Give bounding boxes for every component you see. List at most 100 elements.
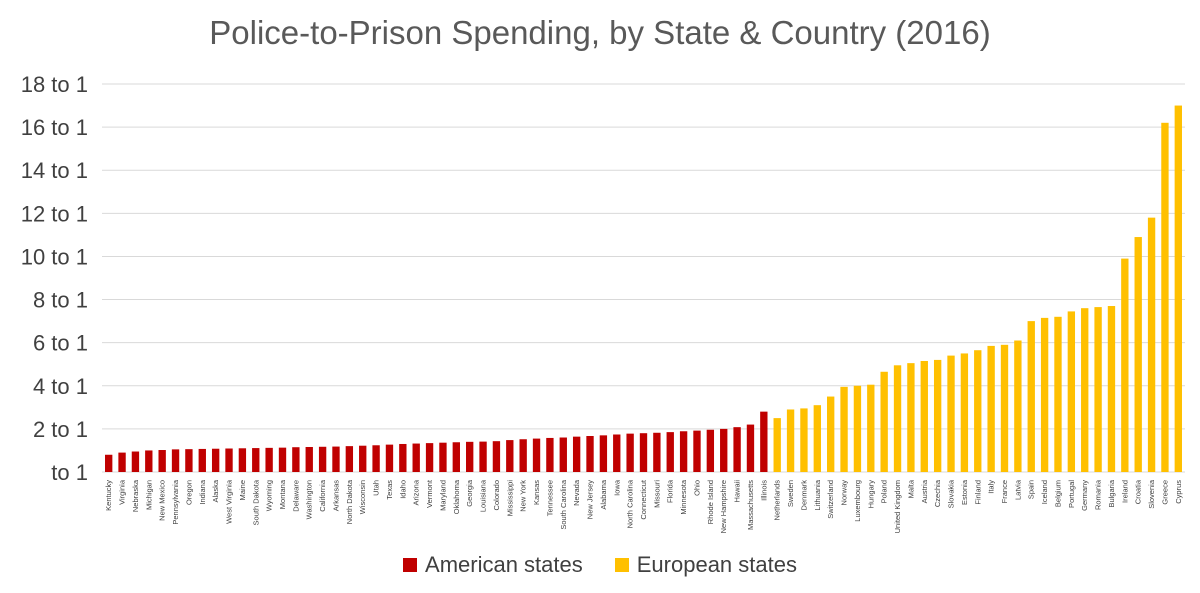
chart-title: Police-to-Prison Spending, by State & Co… xyxy=(209,14,991,51)
bar-norway xyxy=(840,386,848,472)
bar-lithuania xyxy=(813,405,821,472)
x-tick-label: Hawaii xyxy=(733,480,742,503)
legend-item-european: European states xyxy=(614,552,797,578)
x-tick-label: Pennsylvania xyxy=(171,479,180,524)
bar-illinois xyxy=(760,411,768,472)
bar-slovakia xyxy=(947,355,955,472)
y-tick-label: 8 to 1 xyxy=(33,288,88,313)
bar-hawaii xyxy=(733,427,741,472)
x-tick-label: Maryland xyxy=(438,480,447,511)
x-tick-label: Croatia xyxy=(1134,479,1143,504)
bar-south-dakota xyxy=(252,448,260,472)
x-tick-label: Bulgaria xyxy=(1107,479,1116,507)
y-tick-label: 2 to 1 xyxy=(33,417,88,442)
x-tick-label: Virginia xyxy=(118,479,127,505)
bar-north-carolina xyxy=(626,433,634,472)
x-tick-label: Hungary xyxy=(866,480,875,509)
bar-new-hampshire xyxy=(720,428,728,472)
bar-florida xyxy=(666,432,674,472)
bar-arkansas xyxy=(332,446,340,472)
x-tick-label: Sweden xyxy=(786,480,795,507)
bar-oregon xyxy=(185,449,193,472)
legend-swatch-european xyxy=(614,558,629,572)
bar-texas xyxy=(385,444,394,472)
x-tick-label: Georgia xyxy=(465,479,474,507)
bar-alabama xyxy=(599,435,608,472)
x-tick-label: Portugal xyxy=(1067,480,1076,508)
x-tick-label: Slovenia xyxy=(1147,479,1156,509)
x-tick-label: Utah xyxy=(372,480,381,496)
bar-portugal xyxy=(1067,311,1076,472)
x-tick-label: Wyoming xyxy=(265,480,274,511)
bar-kentucky xyxy=(105,454,113,472)
legend-swatch-american xyxy=(403,558,418,572)
bar-tennessee xyxy=(546,437,554,472)
x-tick-label: Rhode Island xyxy=(706,480,715,524)
x-tick-label: North Carolina xyxy=(626,479,635,528)
x-tick-label: France xyxy=(1000,480,1009,503)
x-tick-label: Austria xyxy=(920,479,929,503)
x-tick-label: Czechia xyxy=(933,479,942,507)
y-tick-label: 10 to 1 xyxy=(21,244,88,269)
x-tick-label: Spain xyxy=(1027,480,1036,499)
bar-romania xyxy=(1094,307,1102,472)
x-tick-label: California xyxy=(318,479,327,512)
bar-denmark xyxy=(800,408,808,472)
x-tick-label: Iowa xyxy=(612,479,621,496)
x-tick-label: Finland xyxy=(973,480,982,505)
x-tick-label: Lithuania xyxy=(813,479,822,510)
bar-north-dakota xyxy=(345,446,354,472)
x-tick-label: Poland xyxy=(880,480,889,503)
x-tick-label: New York xyxy=(519,480,528,512)
x-tick-label: New Hampshire xyxy=(719,480,728,533)
bar-pennsylvania xyxy=(171,449,180,472)
bar-united-kingdom xyxy=(893,365,902,472)
x-tick-label: Oklahoma xyxy=(452,479,461,514)
y-tick-label: 18 to 1 xyxy=(21,72,88,97)
bars xyxy=(105,105,1182,473)
x-tick-label: Norway xyxy=(840,480,849,506)
bar-rhode-island xyxy=(706,429,715,472)
bar-iceland xyxy=(1040,317,1049,472)
bar-new-york xyxy=(519,439,527,472)
bar-netherlands xyxy=(773,418,781,472)
bar-maine xyxy=(238,448,247,472)
bar-washington xyxy=(305,446,313,472)
bar-austria xyxy=(920,360,928,472)
x-tick-label: Estonia xyxy=(960,479,969,505)
bar-california xyxy=(318,446,327,472)
bar-vermont xyxy=(425,443,434,472)
x-tick-label: Switzerland xyxy=(826,480,835,519)
x-tick-label: New Mexico xyxy=(158,480,167,521)
legend-item-american: American states xyxy=(403,552,583,578)
bar-idaho xyxy=(399,443,407,472)
x-tick-label: Washington xyxy=(305,480,314,519)
bar-montana xyxy=(278,447,287,472)
legend-label-american: American states xyxy=(425,552,583,577)
x-tick-label: Nevada xyxy=(572,479,581,506)
y-axis-ticks: to 1 2 to 1 4 to 1 6 to 1 8 to 1 10 to 1 12 to… xyxy=(21,72,88,485)
bar-ohio xyxy=(693,430,701,472)
bar-utah xyxy=(372,445,380,472)
bar-hungary xyxy=(867,384,875,472)
x-tick-label: Alaska xyxy=(211,479,220,502)
bar-alaska xyxy=(211,448,220,472)
bar-malta xyxy=(907,363,915,472)
bar-greece xyxy=(1161,122,1169,473)
x-tick-label: Ireland xyxy=(1120,480,1129,503)
bar-michigan xyxy=(145,450,153,472)
x-tick-label: Kansas xyxy=(532,480,541,505)
bar-wyoming xyxy=(265,447,273,472)
bar-colorado xyxy=(492,441,501,472)
y-tick-label: 4 to 1 xyxy=(33,374,88,399)
bar-indiana xyxy=(198,448,206,472)
bar-italy xyxy=(987,345,995,472)
x-tick-label: Montana xyxy=(278,479,287,509)
bar-cyprus xyxy=(1174,105,1182,473)
bar-maryland xyxy=(439,442,447,472)
x-tick-label: Wisconsin xyxy=(358,480,367,514)
bar-czechia xyxy=(933,359,942,472)
y-tick-label: 16 to 1 xyxy=(21,115,88,140)
bar-ireland xyxy=(1121,258,1129,472)
x-tick-label: West Virginia xyxy=(225,479,234,524)
